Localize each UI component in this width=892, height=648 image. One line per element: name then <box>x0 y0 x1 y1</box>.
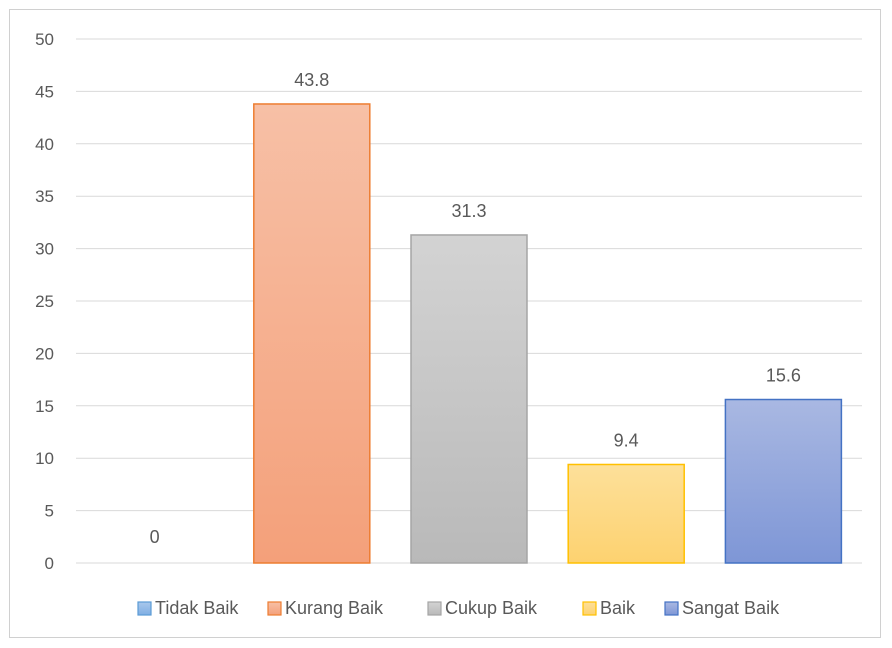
bars <box>253 103 843 564</box>
legend-label-kurang-baik: Kurang Baik <box>285 598 384 618</box>
y-tick-label: 0 <box>45 554 54 573</box>
legend: Tidak Baik Kurang Baik Cukup Baik Baik Sanga… <box>137 598 780 618</box>
y-tick-label: 40 <box>35 135 54 154</box>
y-tick-label: 45 <box>35 82 54 101</box>
bar-cukup-baik <box>410 234 528 564</box>
data-label-sangat-baik: 15.6 <box>766 366 801 386</box>
y-tick-label: 10 <box>35 449 54 468</box>
y-tick-label: 50 <box>35 30 54 49</box>
bar-kurang-baik <box>253 103 371 564</box>
legend-label-cukup-baik: Cukup Baik <box>445 598 538 618</box>
legend-label-baik: Baik <box>600 598 636 618</box>
bar-sangat-baik <box>724 398 843 564</box>
legend-swatch-cukup-baik <box>427 601 442 616</box>
data-label-tidak-baik: 0 <box>150 527 160 547</box>
y-tick-label: 5 <box>45 502 54 521</box>
legend-swatch-sangat-baik <box>664 601 679 616</box>
y-axis-ticks: 0 5 10 15 20 25 30 35 40 45 50 <box>35 30 54 573</box>
y-tick-label: 35 <box>35 187 54 206</box>
data-label-baik: 9.4 <box>614 430 639 450</box>
legend-swatch-kurang-baik <box>267 601 282 616</box>
bar-baik <box>567 463 685 564</box>
legend-label-tidak-baik: Tidak Baik <box>155 598 239 618</box>
y-tick-label: 25 <box>35 292 54 311</box>
legend-swatch-baik <box>582 601 597 616</box>
y-tick-label: 15 <box>35 397 54 416</box>
y-tick-label: 20 <box>35 344 54 363</box>
data-label-kurang-baik: 43.8 <box>294 70 329 90</box>
legend-swatch-tidak-baik <box>137 601 152 616</box>
legend-label-sangat-baik: Sangat Baik <box>682 598 780 618</box>
data-labels: 0 43.8 31.3 9.4 15.6 <box>150 70 801 547</box>
data-label-cukup-baik: 31.3 <box>451 201 486 221</box>
y-tick-label: 30 <box>35 240 54 259</box>
